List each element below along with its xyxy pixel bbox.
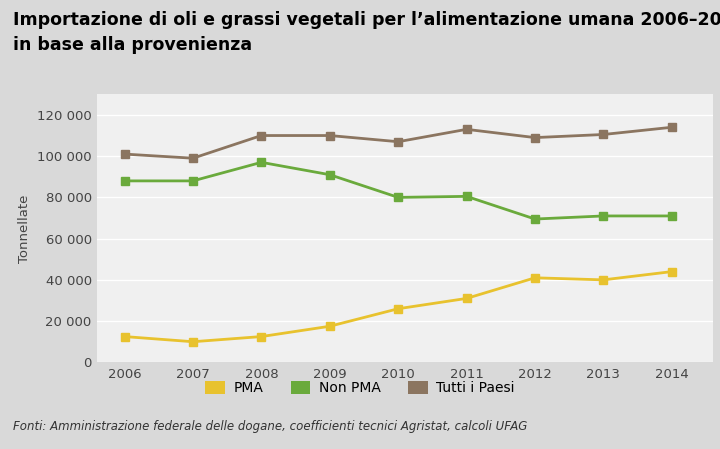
Text: Importazione di oli e grassi vegetali per l’alimentazione umana 2006–2014,
in ba: Importazione di oli e grassi vegetali pe… xyxy=(13,11,720,53)
Text: Fonti: Amministrazione federale delle dogane, coefficienti tecnici Agristat, cal: Fonti: Amministrazione federale delle do… xyxy=(13,420,527,433)
Y-axis label: Tonnellate: Tonnellate xyxy=(18,194,32,263)
Legend: PMA, Non PMA, Tutti i Paesi: PMA, Non PMA, Tutti i Paesi xyxy=(205,381,515,395)
